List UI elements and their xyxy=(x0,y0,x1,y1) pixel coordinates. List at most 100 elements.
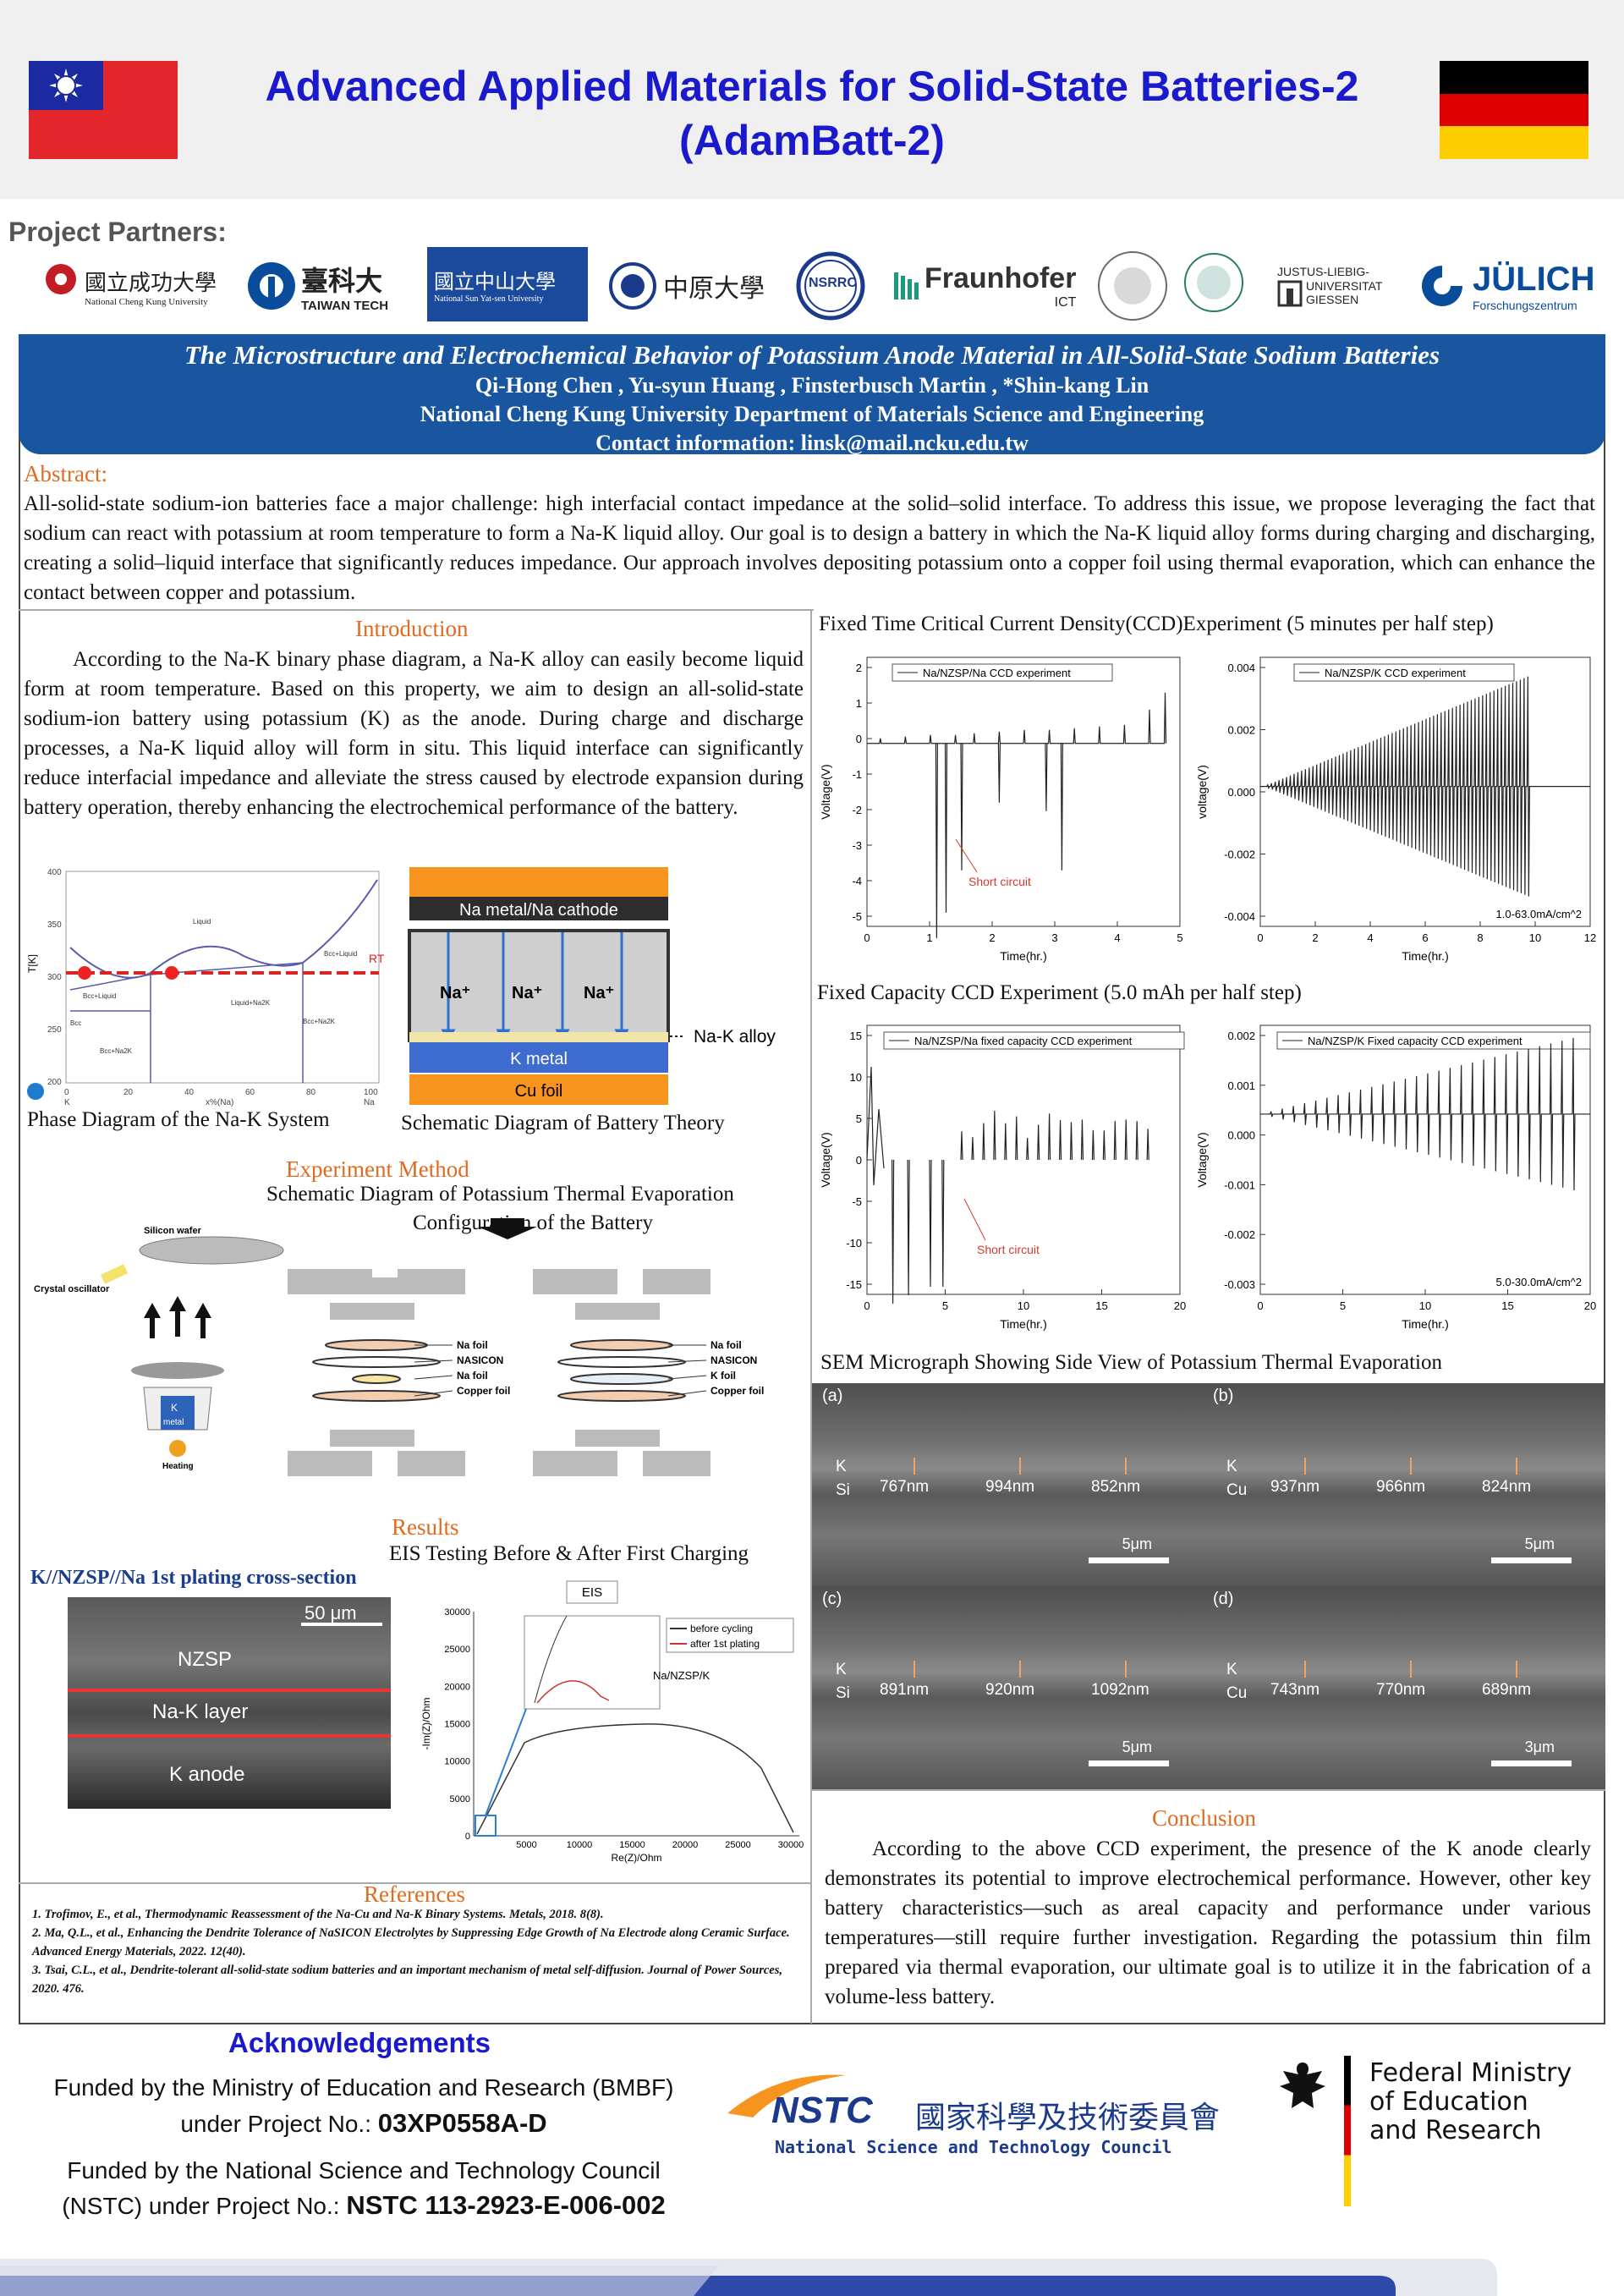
svg-text:Na⁺: Na⁺ xyxy=(584,984,614,1002)
sem-top-label: K xyxy=(836,1458,847,1476)
evaporation-and-stack-diagram: Silicon wafer Crystal oscillator K metal… xyxy=(25,1218,804,1514)
svg-text:Na: Na xyxy=(364,1098,375,1107)
x-axis-label: Time(hr.) xyxy=(1000,949,1046,963)
x-tick-label: 0 xyxy=(1257,1299,1263,1312)
juelich-logo: JÜLICH Forschungszentrum xyxy=(1417,247,1603,325)
thickness-arrow xyxy=(1516,1458,1517,1475)
x-tick-label: 15 xyxy=(1095,1299,1107,1312)
x-tick-label: 5 xyxy=(942,1299,948,1312)
fhi-logo xyxy=(1180,247,1281,325)
layer-nzsp: NZSP xyxy=(178,1648,232,1672)
reference-item: 3. Tsai, C.L., et al., Dendrite-tolerant… xyxy=(32,1961,806,1998)
svg-text:60: 60 xyxy=(245,1088,255,1097)
y-tick-label: -1 xyxy=(852,768,862,781)
paper-contact[interactable]: Contact information: linsk@mail.ncku.edu… xyxy=(19,429,1605,458)
y-axis-label: Voltage(V) xyxy=(819,764,832,819)
x-tick-label: 3 xyxy=(1051,931,1057,944)
x-tick-label: 10 xyxy=(1529,931,1541,944)
before-cycling-curve xyxy=(477,1724,793,1834)
legend-label: Na/NZSP/K CCD experiment xyxy=(1325,667,1466,679)
sem-top-label: K xyxy=(836,1661,847,1679)
bmbf-text: Federal Ministry of Education and Resear… xyxy=(1369,2059,1572,2145)
eis-caption: EIS Testing Before & After First Chargin… xyxy=(389,1542,749,1566)
legend-after: after 1st plating xyxy=(690,1638,760,1650)
legend-label: Na/NZSP/Na fixed capacity CCD experiment xyxy=(914,1035,1133,1047)
svg-text:300: 300 xyxy=(47,973,62,982)
sem-cross-image: 50 μm NZSP Na-K layer K anode xyxy=(68,1597,391,1809)
title-line2: (AdamBatt-2) xyxy=(152,113,1472,168)
y-tick-label: 0 xyxy=(856,733,862,745)
sem-bottom-label: Si xyxy=(836,1481,850,1500)
y-tick-label: 2 xyxy=(856,662,862,674)
sem-bottom-label: Si xyxy=(836,1684,850,1703)
x-tick-label: 2 xyxy=(1312,931,1318,944)
sem-panel: (c) K Si 891nm 920nm 1092nm 5μm xyxy=(812,1586,1203,1789)
sem-thickness-label: 743nm xyxy=(1270,1681,1320,1700)
x-tick-label: 20 xyxy=(1584,1299,1596,1312)
current-range-label: 1.0-63.0mA/cm^2 xyxy=(1496,908,1582,920)
y-tick-label: 0.004 xyxy=(1227,662,1255,674)
y-tick-label: 0 xyxy=(465,1832,470,1842)
sem-thickness-label: 1092nm xyxy=(1091,1681,1149,1700)
y-tick-label: 1 xyxy=(856,697,862,710)
sem-bottom-label: Cu xyxy=(1226,1684,1247,1703)
svg-text:NASICON: NASICON xyxy=(710,1354,757,1366)
sem-scale-label: 5μm xyxy=(1525,1535,1555,1553)
svg-text:Na foil: Na foil xyxy=(457,1370,488,1381)
eis-chart: EIS 30000 25000 20000 15000 10000 5000 0 5000 100… xyxy=(414,1578,808,1887)
sem-panel-tag: (a) xyxy=(822,1387,842,1406)
introduction-heading: Introduction xyxy=(355,616,468,642)
sem-top-label: K xyxy=(1226,1458,1237,1476)
y-tick-label: -5 xyxy=(852,910,862,923)
x-tick-label: 15 xyxy=(1501,1299,1513,1312)
ack-line1: Funded by the Ministry of Education and … xyxy=(0,2071,727,2105)
sem-scale-label: 5μm xyxy=(1122,1738,1152,1756)
svg-text:Silicon wafer: Silicon wafer xyxy=(144,1226,202,1236)
x-tick-label: 12 xyxy=(1584,931,1596,944)
sem-thickness-label: 852nm xyxy=(1091,1478,1140,1497)
y-tick-label: 0.002 xyxy=(1227,724,1255,737)
partners-label: Project Partners: xyxy=(8,217,227,248)
federal-eagle-icon xyxy=(1273,2057,1332,2125)
y-tick-label: 10 xyxy=(850,1071,862,1084)
svg-text:20: 20 xyxy=(123,1088,134,1097)
conclusion-text: According to the above CCD experiment, t… xyxy=(825,1834,1591,2012)
fraunhofer-stripes-icon xyxy=(892,269,921,303)
ccd-chart-k-fixed-time: 0.0040.0020.000-0.002-0.0040 2 4 6 8 10 12Time… xyxy=(1193,647,1599,969)
jlu-gate-icon xyxy=(1277,278,1303,307)
svg-text:x%(Na): x%(Na) xyxy=(206,1098,233,1107)
ccd-chart-na-fixed-time: 210-1-2-3-4-50 1 2 3 4 5Time(hr.)Voltage(V)Na… xyxy=(816,647,1188,969)
x-tick-label: 5 xyxy=(1340,1299,1346,1312)
humboldt-logo xyxy=(1095,247,1180,325)
x-tick-label: 20000 xyxy=(672,1840,699,1850)
svg-text:0: 0 xyxy=(64,1088,69,1097)
poster-title: Advanced Applied Materials for Solid-Sta… xyxy=(152,59,1472,168)
x-axis-label: Time(hr.) xyxy=(1402,949,1448,963)
sem-thickness-label: 770nm xyxy=(1376,1681,1425,1700)
experiment-heading: Experiment Method xyxy=(286,1156,469,1183)
ack-line4: (NSTC) under Project No.: NSTC 113-2923-… xyxy=(0,2189,727,2223)
thickness-arrow xyxy=(1125,1661,1127,1678)
x-tick-label: 4 xyxy=(1114,931,1120,944)
x-axis-label: Time(hr.) xyxy=(1402,1317,1448,1331)
sem-title: SEM Micrograph Showing Side View of Pota… xyxy=(820,1351,1442,1375)
y-tick-label: 20000 xyxy=(444,1682,470,1692)
fixed-time-ccd-title: Fixed Time Critical Current Density(CCD)… xyxy=(819,612,1494,636)
phase-diagram: T[K] 400 350 300 250 200 0 20 40 60 80 1… xyxy=(24,863,387,1108)
introduction-text: According to the Na-K binary phase diagr… xyxy=(24,645,804,822)
paper-affiliation: National Cheng Kung University Departmen… xyxy=(19,400,1605,429)
svg-text:Na foil: Na foil xyxy=(710,1339,742,1351)
x-tick-label: 20 xyxy=(1174,1299,1186,1312)
x-tick-label: 10 xyxy=(1419,1299,1431,1312)
y-tick-label: -3 xyxy=(852,839,862,852)
phase-ylabel: T[K] xyxy=(26,954,38,973)
bottom-bar xyxy=(0,2242,1624,2296)
thickness-arrow xyxy=(1019,1661,1021,1678)
sem-top-label: K xyxy=(1226,1661,1237,1679)
layer-nak: Na-K layer xyxy=(152,1700,248,1724)
short-circuit-label: Short circuit xyxy=(977,1243,1040,1256)
divider xyxy=(19,609,814,611)
thickness-arrow xyxy=(914,1661,915,1678)
sem-panel-tag: (c) xyxy=(822,1590,842,1609)
y-tick-label: -2 xyxy=(852,804,862,816)
